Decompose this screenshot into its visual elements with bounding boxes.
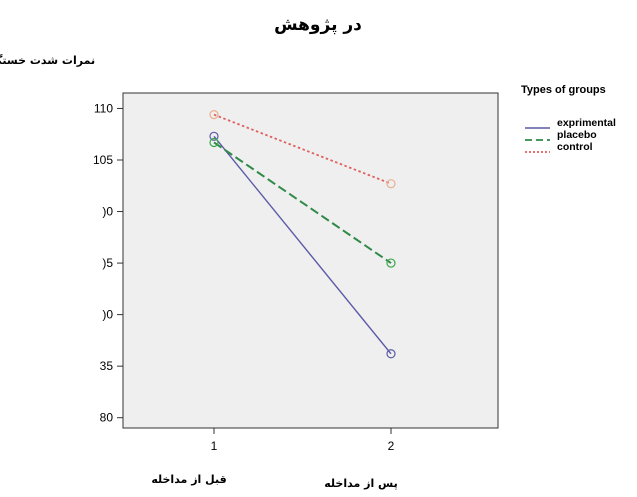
data-point-control	[386, 179, 396, 189]
y-tick-label: )5	[102, 256, 113, 270]
data-point-placebo	[209, 137, 219, 148]
x-category-label: قبل از مداخله	[151, 473, 226, 486]
legend-label-exprimental: exprimental	[557, 117, 616, 129]
series-line-exprimental	[213, 135, 392, 355]
y-tick-label: )0	[102, 205, 113, 219]
data-point-exprimental	[386, 349, 396, 359]
plot-area	[122, 92, 499, 429]
y-axis-label: نمرات شدت خستگی	[0, 54, 95, 67]
y-tick-label: 110	[94, 101, 113, 115]
series-line-placebo	[213, 141, 392, 264]
x-axis-ticks: 1 قبل از مداخله 2 پس از مداخله	[151, 428, 398, 490]
chart-title: در پژوهش	[274, 15, 362, 35]
series-line-control	[213, 113, 392, 185]
x-category-label: پس از مداخله	[324, 477, 397, 490]
data-point-exprimental	[209, 131, 219, 141]
legend-label-control: control	[557, 141, 593, 153]
y-tick-label: 105	[93, 153, 113, 167]
legend: Types of groups exprimentalplacebocontro…	[521, 84, 616, 153]
data-point-placebo	[386, 258, 396, 268]
x-tick-label: 1	[211, 439, 218, 453]
y-tick-label: 80	[100, 411, 114, 425]
y-tick-label: )0	[102, 308, 113, 322]
data-point-control	[209, 110, 219, 120]
series-markers	[209, 110, 396, 359]
legend-label-placebo: placebo	[557, 129, 597, 141]
y-axis-ticks: 110 105 )0 )5 )0 35 80	[93, 101, 123, 425]
legend-title: Types of groups	[521, 84, 606, 96]
y-tick-label: 35	[100, 359, 114, 373]
x-tick-label: 2	[388, 439, 395, 453]
series-lines	[213, 113, 392, 355]
